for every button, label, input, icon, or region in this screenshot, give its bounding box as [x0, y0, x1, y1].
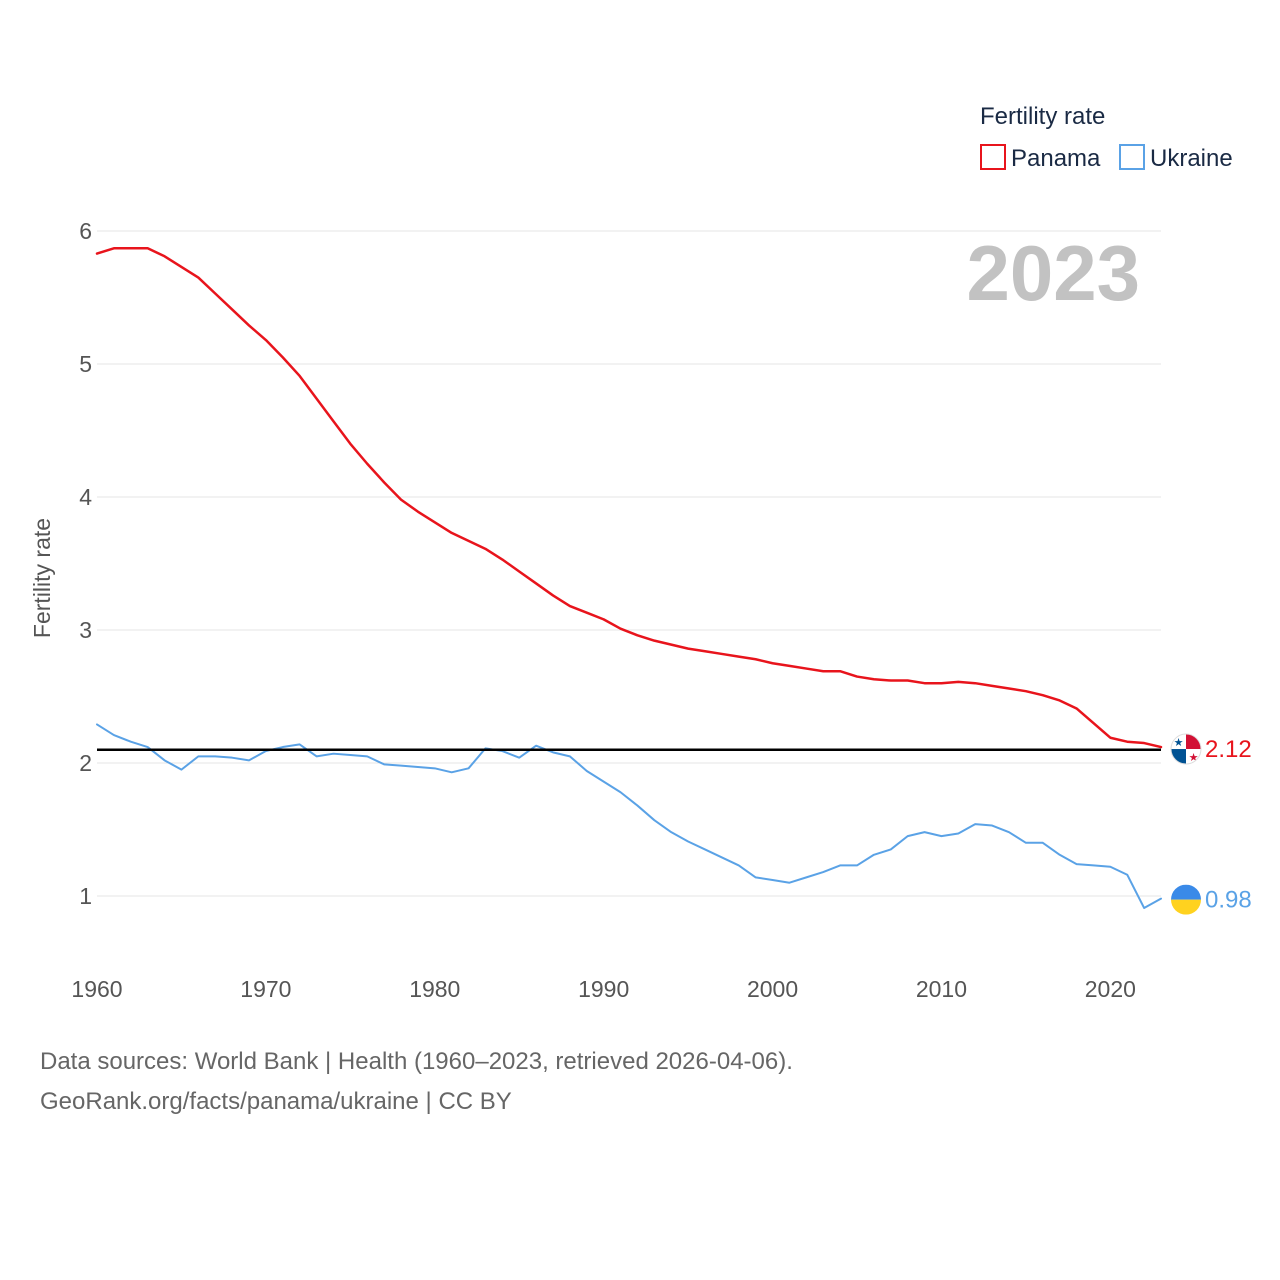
fertility-rate-chart: Fertility rate Panama Ukraine 1 2 3 4 5 6 196… [29, 103, 1252, 1002]
series-line-ukraine [96, 723, 1162, 909]
legend-entry-panama[interactable]: Panama [980, 144, 1101, 172]
series-line-panama [95, 247, 1163, 749]
x-axis-ticks: 1960 1970 1980 1990 2000 2010 2020 [71, 976, 1136, 1002]
y-tick-label-4: 4 [79, 484, 92, 510]
y-tick-label-6: 6 [79, 218, 92, 244]
footer: Data sources: World Bank | Health (1960–… [40, 1042, 793, 1122]
svg-text:★: ★ [1174, 736, 1184, 749]
end-label-ukraine: 0.98 [1205, 887, 1252, 914]
y-tick-label-5: 5 [79, 351, 92, 377]
x-tick-label-2020: 2020 [1085, 976, 1136, 1002]
gridlines [97, 230, 1161, 897]
x-tick-label-1980: 1980 [409, 976, 460, 1002]
legend-swatch-ukraine [1119, 144, 1145, 170]
y-axis-ticks: 1 2 3 4 5 6 [79, 218, 92, 909]
x-tick-label-2000: 2000 [747, 976, 798, 1002]
footer-credit[interactable]: GeoRank.org/facts/panama/ukraine | CC BY [40, 1088, 512, 1115]
legend-title: Fertility rate [980, 103, 1105, 130]
y-tick-label-2: 2 [79, 750, 92, 776]
year-watermark: 2023 [966, 229, 1140, 317]
y-axis-title: Fertility rate [29, 518, 55, 638]
legend-entry-ukraine[interactable]: Ukraine [1119, 144, 1233, 172]
y-tick-label-3: 3 [79, 617, 92, 643]
panama-flag-icon: ★ ★ [1170, 733, 1202, 765]
svg-text:★: ★ [1189, 751, 1199, 764]
legend-label-panama: Panama [1011, 145, 1101, 172]
x-tick-label-1970: 1970 [240, 976, 291, 1002]
x-tick-label-2010: 2010 [916, 976, 967, 1002]
end-label-panama: 2.12 [1205, 736, 1252, 763]
ukraine-flag-icon [1171, 884, 1201, 915]
legend-label-ukraine: Ukraine [1150, 145, 1233, 172]
series-lines [95, 247, 1163, 909]
footer-sources: Data sources: World Bank | Health (1960–… [40, 1048, 793, 1075]
x-tick-label-1990: 1990 [578, 976, 629, 1002]
y-tick-label-1: 1 [79, 883, 92, 909]
x-tick-label-1960: 1960 [71, 976, 122, 1002]
legend-swatch-panama [980, 144, 1006, 170]
